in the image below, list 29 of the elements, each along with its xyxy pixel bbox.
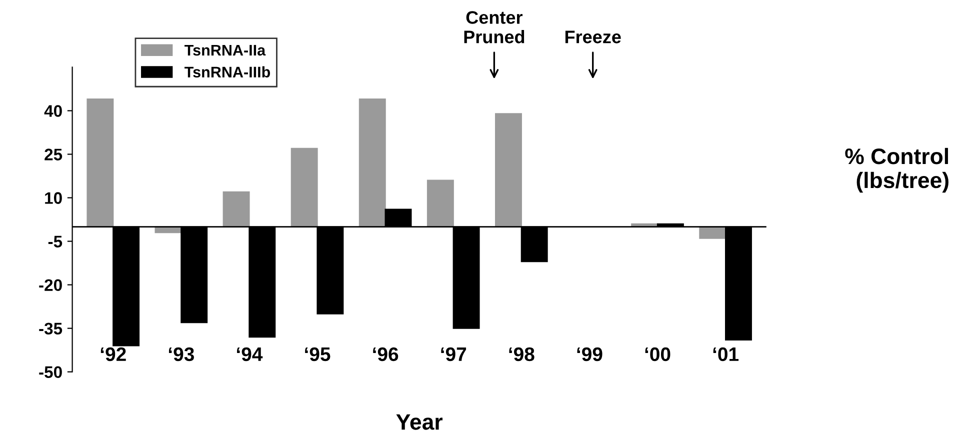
text: Center Pruned: [464, 11, 524, 44]
x-tick-label: ‘92: [100, 347, 126, 362]
text: Freeze: [565, 30, 621, 44]
y-tick-label: 25: [44, 148, 62, 160]
x-tick-label: ‘99: [577, 347, 602, 362]
x-tick-label: ‘98: [509, 347, 534, 362]
x-tick-label: ‘96: [373, 347, 398, 362]
x-tick-label: ‘94: [237, 347, 263, 362]
y-tick-label: 10: [45, 192, 62, 204]
x-tick-label: ‘01: [713, 347, 739, 362]
y-tick-label: 40: [44, 105, 62, 117]
x-tick-label: ‘95: [305, 347, 330, 362]
legend-label: TsnRNA-IIIb: [184, 66, 270, 78]
y-tick-label: -35: [39, 322, 62, 335]
bar: [426, 180, 454, 228]
y-axis-title: % Control (lbs/tree): [845, 148, 948, 193]
bar: [86, 98, 114, 228]
y-tick-label: -5: [48, 236, 62, 248]
bar: [495, 113, 522, 228]
x-tick-label: ‘93: [168, 347, 194, 362]
bar: [358, 98, 386, 228]
bar: [290, 148, 318, 228]
legend-label: TsnRNA-IIa: [184, 44, 266, 56]
x-tick-label: ‘97: [441, 347, 466, 362]
y-tick-label: -20: [39, 279, 62, 292]
x-tick-label: ‘00: [645, 347, 670, 362]
bar: [222, 191, 250, 228]
y-tick-label: -50: [39, 366, 62, 378]
x-axis-title: Year: [396, 414, 442, 430]
